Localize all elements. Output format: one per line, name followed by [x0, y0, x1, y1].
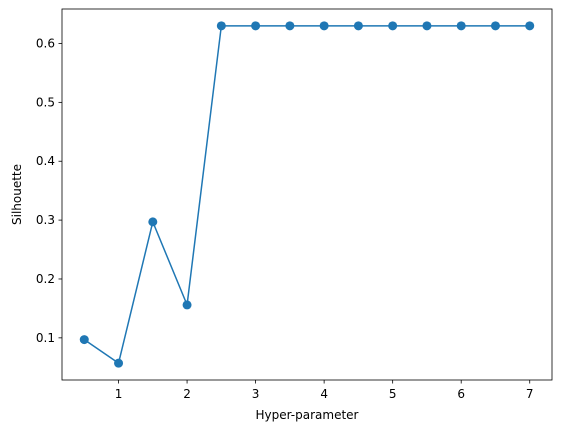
y-tick-label: 0.2: [36, 272, 55, 286]
y-tick-label: 0.4: [36, 154, 55, 168]
data-point: [251, 21, 261, 31]
y-axis-ticks: 0.1 0.2 0.3 0.4 0.5 0.6: [36, 36, 62, 345]
data-point: [319, 21, 329, 31]
y-tick-label: 0.3: [36, 213, 55, 227]
data-point: [490, 21, 500, 31]
series-markers: [79, 21, 535, 368]
x-tick-label: 5: [389, 387, 397, 401]
data-point: [182, 300, 192, 310]
plot-area: [62, 9, 552, 380]
x-tick-label: 2: [183, 387, 191, 401]
y-tick-label: 0.1: [36, 331, 55, 345]
x-axis-ticks: 1 2 3 4 5 6 7: [115, 380, 534, 401]
data-point: [285, 21, 295, 31]
data-point: [148, 217, 158, 227]
data-point: [525, 21, 535, 31]
x-axis-title: Hyper-parameter: [256, 408, 359, 422]
data-point: [388, 21, 398, 31]
data-point: [353, 21, 363, 31]
data-point: [456, 21, 466, 31]
x-tick-label: 6: [457, 387, 465, 401]
x-tick-label: 1: [115, 387, 123, 401]
data-point: [79, 335, 89, 345]
y-tick-label: 0.6: [36, 36, 55, 50]
series-line: [83, 25, 530, 365]
y-tick-label: 0.5: [36, 95, 55, 109]
plot-frame: [61, 8, 553, 381]
x-tick-label: 3: [252, 387, 260, 401]
x-tick-label: 7: [526, 387, 534, 401]
data-point: [216, 21, 226, 31]
y-axis-title: Silhouette: [10, 164, 24, 225]
x-tick-label: 4: [320, 387, 328, 401]
data-point: [114, 358, 124, 368]
data-point: [422, 21, 432, 31]
